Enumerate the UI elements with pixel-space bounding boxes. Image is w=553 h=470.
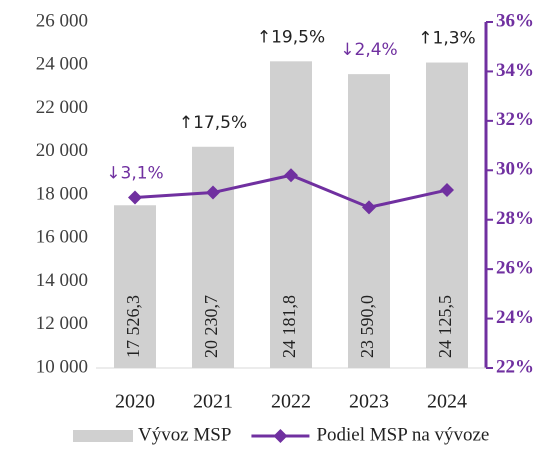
y-tick-label: 18 000	[36, 183, 88, 204]
legend-label: Podiel MSP na vývoze	[316, 424, 489, 445]
y-tick-label: 24 000	[36, 54, 88, 75]
y-tick-label: 22 000	[36, 97, 88, 118]
x-tick-label: 2020	[115, 391, 155, 413]
annotation: ↓3,1%	[106, 163, 163, 183]
y2-tick-label: 32%	[496, 109, 534, 130]
y-tick-label: 20 000	[36, 140, 88, 161]
line-marker	[362, 200, 376, 215]
value-label: 24 125,5	[435, 295, 455, 358]
y2-tick-label: 36%	[496, 10, 534, 31]
value-label: 20 230,7	[201, 295, 221, 358]
line-marker	[440, 183, 454, 198]
legend-label: Vývoz MSP	[138, 424, 231, 445]
value-label: 24 181,8	[279, 295, 299, 358]
x-tick-label: 2023	[349, 391, 389, 413]
y2-tick-label: 34%	[496, 60, 534, 81]
y2-tick-label: 30%	[496, 159, 534, 180]
y-tick-label: 14 000	[36, 270, 88, 291]
annotation: ↑19,5%	[257, 27, 325, 47]
line-marker	[206, 185, 220, 200]
y-tick-label: 16 000	[36, 227, 88, 248]
x-tick-label: 2022	[271, 391, 311, 413]
y-tick-label: 10 000	[36, 356, 88, 377]
line-marker	[128, 190, 142, 205]
y2-tick-label: 22%	[496, 356, 534, 377]
annotation: ↓2,4%	[340, 40, 397, 60]
y2-tick-label: 26%	[496, 258, 534, 279]
annotation: ↑1,3%	[418, 29, 475, 49]
value-label: 23 590,0	[357, 295, 377, 358]
bar	[348, 74, 390, 369]
x-tick-label: 2021	[193, 391, 233, 413]
legend-swatch	[73, 430, 133, 442]
bar	[192, 146, 234, 368]
bar	[270, 61, 312, 369]
annotation: ↑17,5%	[179, 113, 247, 133]
legend-marker	[273, 429, 288, 443]
y2-tick-label: 24%	[496, 307, 534, 328]
bar	[114, 205, 156, 368]
bar	[426, 62, 468, 368]
value-label: 17 526,3	[123, 295, 143, 358]
x-tick-label: 2024	[427, 391, 467, 413]
line-marker	[284, 168, 298, 183]
y-tick-label: 26 000	[36, 10, 88, 31]
y-tick-label: 12 000	[36, 313, 88, 334]
y2-tick-label: 28%	[496, 208, 534, 229]
